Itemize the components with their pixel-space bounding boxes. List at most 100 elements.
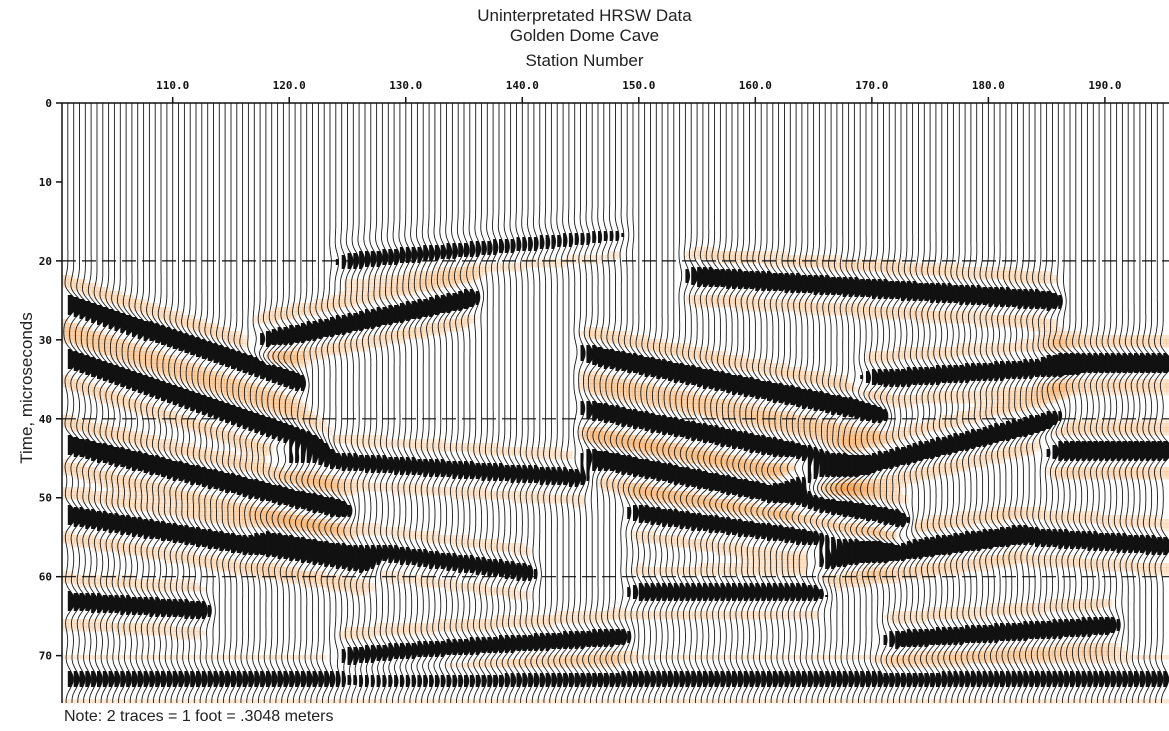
trough-fill-cell — [1052, 323, 1059, 328]
trough-fill-cell — [470, 659, 477, 664]
trough-fill-cell — [842, 583, 849, 588]
trough-fill-cell — [986, 603, 993, 608]
trough-fill-cell — [182, 379, 189, 384]
trough-fill-cell — [116, 399, 123, 404]
trough-fill-cell — [218, 435, 225, 440]
trough-fill-cell — [296, 479, 303, 484]
trough-fill-cell — [320, 583, 327, 588]
trough-fill-cell — [362, 583, 369, 588]
trough-fill-cell — [422, 331, 429, 336]
trough-fill-cell — [218, 463, 225, 468]
trough-fill-cell — [974, 275, 981, 280]
trough-fill-cell — [590, 383, 597, 388]
trough-fill-cell — [716, 547, 723, 552]
trough-fill-cell — [122, 427, 129, 432]
trough-fill-cell — [404, 623, 411, 628]
trough-fill-cell — [986, 275, 993, 280]
trough-fill-cell — [290, 471, 297, 476]
trough-fill-cell — [362, 439, 369, 444]
trough-fill-cell — [758, 611, 765, 616]
trough-fill-cell — [584, 611, 591, 616]
trough-fill-cell — [590, 387, 597, 392]
trough-fill-cell — [1004, 515, 1011, 520]
trough-fill-cell — [350, 535, 357, 540]
trough-fill-cell — [506, 447, 513, 452]
trough-fill-cell — [230, 515, 237, 520]
trough-fill-cell — [524, 491, 531, 496]
trough-fill-cell — [1034, 447, 1041, 452]
trough-fill-cell — [758, 571, 765, 576]
trough-fill-cell — [746, 503, 753, 508]
trough-fill-cell — [980, 567, 987, 572]
trough-fill-cell — [590, 335, 597, 340]
trough-fill-cell — [848, 443, 855, 448]
trough-fill-cell — [1058, 395, 1065, 400]
trough-fill-cell — [590, 699, 597, 704]
trough-fill-cell — [836, 487, 843, 492]
trough-fill-cell — [806, 515, 813, 520]
trough-fill-cell — [62, 487, 69, 492]
trough-fill-cell — [986, 311, 993, 316]
trough-fill-cell — [116, 291, 123, 296]
trough-fill-cell — [206, 507, 213, 512]
trough-fill-cell — [368, 627, 375, 632]
trough-fill-cell — [188, 443, 195, 448]
trough-fill-cell — [1082, 647, 1089, 652]
trough-fill-cell — [1046, 275, 1053, 280]
trough-fill-cell — [164, 551, 171, 556]
trough-fill-cell — [602, 651, 609, 656]
trough-fill-cell — [836, 699, 843, 704]
trough-fill-cell — [122, 499, 129, 504]
trough-fill-cell — [824, 443, 831, 448]
trough-fill-cell — [722, 563, 729, 568]
trough-fill-cell — [896, 659, 903, 664]
trough-fill-cell — [416, 491, 423, 496]
trough-fill-cell — [836, 375, 843, 380]
trough-fill-cell — [602, 487, 609, 492]
trough-fill-cell — [584, 427, 591, 432]
trough-fill-cell — [134, 623, 141, 628]
trough-fill-cell — [110, 391, 117, 396]
trough-fill-cell — [920, 467, 927, 472]
trough-fill-cell — [518, 659, 525, 664]
trough-fill-cell — [62, 471, 69, 476]
trough-fill-cell — [758, 615, 765, 620]
trough-fill-cell — [158, 419, 165, 424]
trough-fill-cell — [422, 487, 429, 492]
trough-fill-cell — [686, 459, 693, 464]
trough-fill-cell — [194, 499, 201, 504]
trough-fill-cell — [686, 495, 693, 500]
trough-fill-cell — [410, 699, 417, 704]
trough-fill-cell — [326, 487, 333, 492]
trough-fill-cell — [464, 263, 471, 268]
trough-fill-cell — [800, 419, 807, 424]
trough-fill-cell — [986, 391, 993, 396]
trough-fill-cell — [788, 571, 795, 576]
trough-fill-cell — [842, 379, 849, 384]
trough-fill-cell — [500, 663, 507, 668]
trough-fill-cell — [914, 475, 921, 480]
trough-fill-cell — [338, 635, 345, 640]
trough-fill-cell — [596, 655, 603, 660]
trough-fill-cell — [212, 699, 219, 704]
trough-fill-cell — [254, 471, 261, 476]
trough-fill-cell — [326, 343, 333, 348]
trough-fill-cell — [350, 291, 357, 296]
trough-fill-cell — [794, 559, 801, 564]
trough-fill-cell — [902, 311, 909, 316]
trough-fill-cell — [800, 559, 807, 564]
trough-fill-cell — [950, 415, 957, 420]
trough-fill-cell — [614, 251, 621, 256]
trough-fill-cell — [92, 495, 99, 500]
trough-fill-cell — [566, 255, 573, 260]
trough-fill-cell — [800, 415, 807, 420]
trough-fill-cell — [140, 479, 147, 484]
trough-fill-cell — [1100, 471, 1107, 476]
trough-fill-cell — [242, 339, 249, 344]
trough-fill-cell — [662, 439, 669, 444]
trough-fill-cell — [110, 351, 117, 356]
trough-fill-cell — [308, 351, 315, 356]
trough-fill-cell — [668, 571, 675, 576]
trough-fill-cell — [782, 263, 789, 268]
trough-fill-cell — [746, 363, 753, 368]
